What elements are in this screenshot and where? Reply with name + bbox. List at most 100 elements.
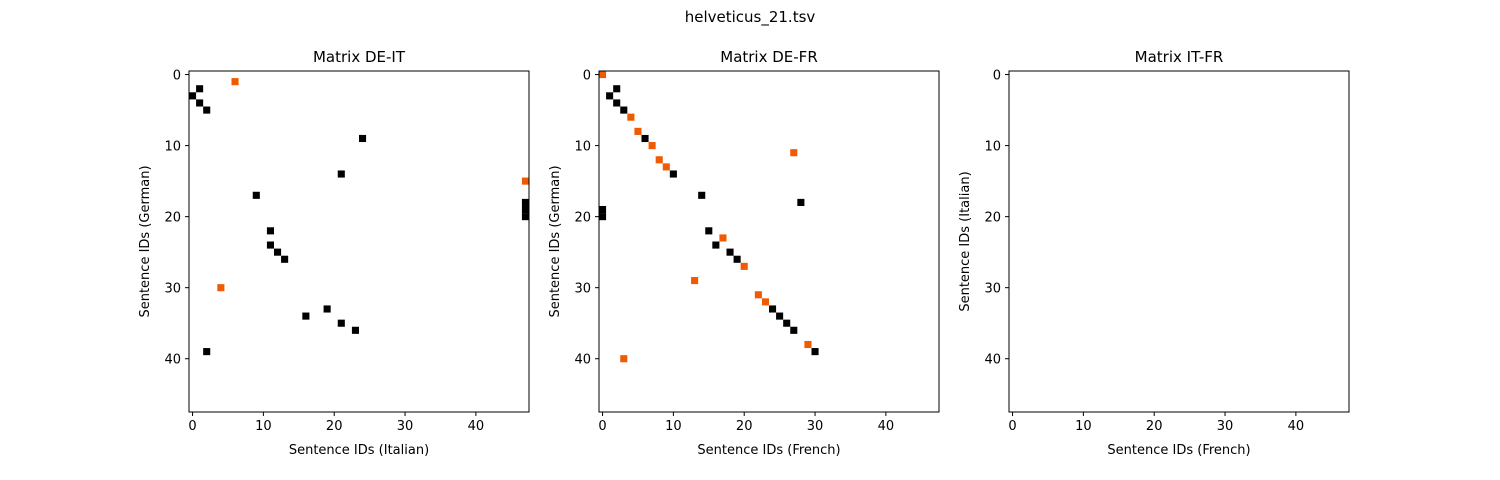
matrix-cell	[662, 163, 670, 171]
x-tick-label: 40	[1288, 419, 1305, 434]
axes-frame	[598, 70, 940, 413]
matrix-cell	[252, 191, 260, 199]
matrix-cell	[641, 134, 649, 143]
x-tick-label: 0	[1008, 419, 1016, 434]
matrix-cell	[521, 177, 529, 185]
matrix-cell	[274, 248, 282, 256]
y-tick-label: 20	[574, 211, 591, 226]
x-tick-label: 10	[255, 419, 272, 434]
matrix-cell	[599, 213, 607, 221]
matrix-cell	[203, 348, 211, 356]
x-tick-label: 40	[878, 419, 895, 434]
x-tick-label: 10	[665, 419, 682, 434]
matrix-cell	[719, 234, 727, 242]
x-tick-label: 40	[468, 419, 485, 434]
matrix-cell	[733, 255, 741, 263]
matrix-cell	[691, 277, 699, 285]
matrix-cell	[790, 149, 798, 157]
y-tick-label: 40	[164, 353, 181, 368]
matrix-cell	[790, 326, 798, 334]
y-tick-label: 10	[164, 140, 181, 155]
matrix-cell	[811, 348, 819, 356]
matrix-cell	[323, 305, 331, 313]
x-tick-label: 20	[326, 419, 343, 434]
matrix-cell	[620, 355, 628, 363]
matrix-cell	[599, 205, 607, 214]
matrix-cell	[705, 227, 713, 235]
matrix-cell	[783, 319, 791, 327]
y-axis-label: Sentence IDs (German)	[548, 165, 563, 317]
matrix-cell	[613, 99, 621, 107]
matrix-cell	[804, 340, 812, 349]
panel-title: Matrix IT-FR	[1135, 48, 1224, 66]
matrix-cell	[302, 312, 310, 320]
matrix-cell	[231, 78, 239, 86]
panel-3: Matrix IT-FR 0 10 20 30 40 0 10 20 30 40 Sentence I…	[958, 48, 1350, 458]
matrix-cell	[203, 106, 211, 114]
matrix-cell	[634, 127, 642, 135]
y-tick-label: 30	[574, 282, 591, 297]
matrix-cell	[761, 298, 769, 306]
matrix-cell	[606, 92, 614, 100]
y-tick-label: 40	[984, 353, 1001, 368]
matrix-cell	[740, 262, 748, 270]
matrix-cell	[521, 205, 529, 214]
x-axis-label: Sentence IDs (French)	[697, 443, 840, 458]
y-tick-label: 30	[164, 282, 181, 297]
x-axis-label: Sentence IDs (French)	[1107, 443, 1250, 458]
panel-title: Matrix DE-FR	[720, 48, 818, 66]
figure-suptitle: helveticus_21.tsv	[685, 8, 816, 27]
x-tick-label: 10	[1075, 419, 1092, 434]
x-tick-label: 0	[598, 419, 606, 434]
x-tick-label: 30	[397, 419, 414, 434]
x-tick-label: 20	[1146, 419, 1163, 434]
matrix-cell	[669, 170, 677, 178]
matrix-cell	[521, 198, 529, 206]
matrix-cell	[797, 198, 805, 206]
y-tick-label: 0	[993, 69, 1001, 84]
matrix-cell	[351, 326, 359, 334]
matrix-cell	[648, 142, 656, 150]
x-tick-label: 30	[1217, 419, 1234, 434]
matrix-cell	[754, 291, 762, 299]
y-axis-label: Sentence IDs (German)	[138, 165, 153, 317]
y-tick-label: 0	[173, 69, 181, 84]
matrix-cell	[196, 99, 204, 107]
matrix-cell	[655, 156, 663, 164]
matrix-cell	[769, 305, 777, 313]
matrix-cell	[196, 85, 204, 93]
matrix-cell	[266, 241, 274, 249]
matrix-cell	[726, 248, 734, 256]
matrix-cell	[217, 284, 225, 292]
y-tick-label: 40	[574, 353, 591, 368]
x-tick-label: 20	[736, 419, 753, 434]
y-tick-label: 30	[984, 282, 1001, 297]
axes-frame	[188, 70, 530, 413]
axes-frame	[1008, 70, 1350, 413]
panel-2: Matrix DE-FR 0 10 20 30 40 0 10 20 30 40 Sentence I…	[548, 48, 940, 458]
matrix-cell	[337, 170, 345, 178]
matrix-cell	[359, 134, 367, 143]
y-tick-label: 0	[583, 69, 591, 84]
matrix-cell	[281, 255, 289, 263]
panels: Matrix DE-IT 0 10 20 30 40 0 10 20 30 40 Sentence I…	[138, 48, 1350, 458]
x-axis-label: Sentence IDs (Italian)	[289, 443, 429, 458]
matrix-cell	[266, 227, 274, 235]
y-tick-label: 20	[164, 211, 181, 226]
matrix-cell	[620, 106, 628, 114]
panel-title: Matrix DE-IT	[313, 48, 406, 66]
matrix-cell	[712, 241, 720, 249]
matrix-cell	[627, 113, 635, 121]
y-tick-label: 10	[984, 140, 1001, 155]
matrix-cell	[521, 213, 529, 221]
matrix-cell	[613, 85, 621, 93]
y-tick-label: 10	[574, 140, 591, 155]
matrix-cell	[337, 319, 345, 327]
matrix-cell	[776, 312, 784, 320]
matrix-cell	[189, 92, 197, 100]
y-tick-label: 20	[984, 211, 1001, 226]
y-axis-label: Sentence IDs (Italian)	[958, 171, 973, 311]
panel-1: Matrix DE-IT 0 10 20 30 40 0 10 20 30 40 Sentence I…	[138, 48, 530, 458]
